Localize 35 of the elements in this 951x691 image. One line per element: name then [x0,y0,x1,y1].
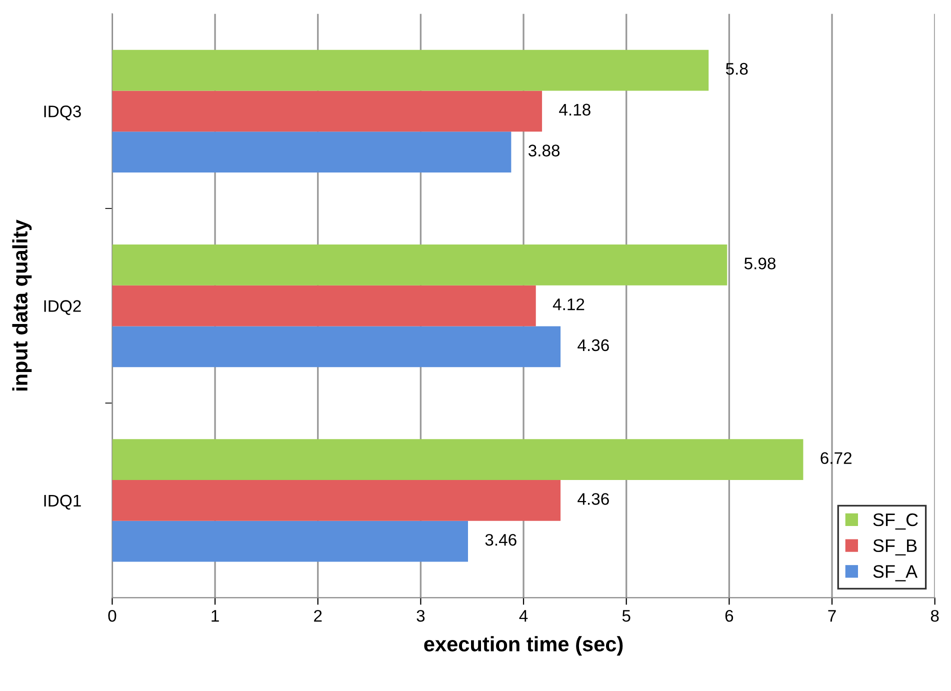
x-tick-label: 5 [622,610,630,622]
x-axis-title: execution time (sec) [424,636,623,656]
bar [112,520,468,562]
y-tick-label: IDQ2 [44,300,81,315]
data-label: 4.36 [578,493,609,505]
data-label: 4.36 [578,339,609,352]
x-tick-label: 7 [828,610,836,622]
data-label: 5.98 [744,258,776,270]
bar [112,326,561,368]
x-tick-label: 0 [108,610,116,622]
bar [112,480,561,521]
data-label: 3.88 [528,144,560,156]
x-tick-label: 3 [416,610,425,622]
legend-label: SF_A [873,565,918,582]
bar [112,132,512,172]
y-axis-title: input data quality [12,220,32,391]
bar [112,90,542,132]
bar [112,50,709,91]
x-tick-label: 2 [314,610,322,622]
y-tick-label: IDQ1 [44,494,81,510]
data-label: 3.46 [485,534,516,546]
x-tick-label: 1 [212,610,219,622]
data-label: 6.72 [820,452,852,464]
y-tick-label: IDQ3 [44,106,81,120]
data-label: 4.18 [559,104,590,116]
data-label: 4.12 [552,298,584,310]
x-tick-label: 8 [930,610,939,622]
legend-label: SF_B [873,539,917,556]
x-tick-label: 6 [725,610,734,622]
bar [112,439,804,480]
bar [112,244,728,286]
data-label: 5.8 [726,62,748,75]
x-tick-label: 4 [519,610,528,622]
legend-label: SF_C [873,513,918,530]
bar [112,285,536,326]
